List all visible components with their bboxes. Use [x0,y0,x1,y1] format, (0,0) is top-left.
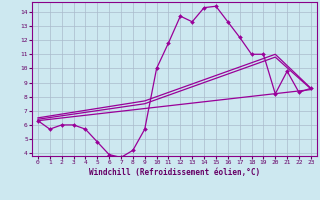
X-axis label: Windchill (Refroidissement éolien,°C): Windchill (Refroidissement éolien,°C) [89,168,260,177]
